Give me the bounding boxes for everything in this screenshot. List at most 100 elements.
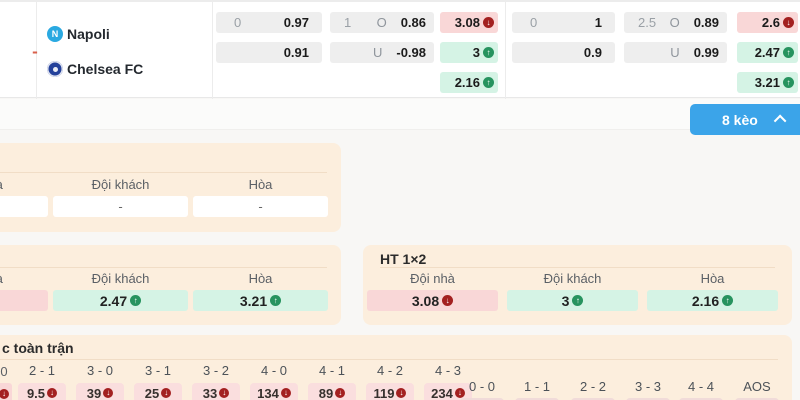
odds-value: 0.89 (693, 15, 719, 30)
odds-value: 134 (257, 385, 279, 400)
score-odds-cell[interactable]: 33 (192, 383, 240, 400)
trend-up-icon (270, 295, 282, 306)
cell-1x2-away-right[interactable]: 2.47 (737, 42, 798, 63)
panel-market-1: Đội nhà Đội khách Hòa - - - (0, 143, 341, 232)
score-odds-cell[interactable]: 89 (308, 383, 356, 400)
odds-value: 1 (594, 15, 602, 30)
score-odds-cell[interactable] (515, 398, 559, 400)
market2-draw-cell[interactable]: 3.21 (193, 290, 328, 311)
ht1x2-away-cell[interactable]: 3 (507, 290, 638, 311)
ht1x2-title: HT 1×2 (380, 251, 427, 267)
chevron-up-icon (773, 114, 787, 128)
score-odds-cell[interactable] (679, 398, 723, 400)
score-odds-cell[interactable] (571, 398, 615, 400)
trend-down-icon (483, 17, 494, 28)
cell-1x2-draw-right[interactable]: 3.21 (737, 72, 798, 93)
ht1x2-header-draw: Hòa (700, 271, 725, 286)
score-odds-cell[interactable] (460, 398, 504, 400)
market1-away-cell[interactable]: - (53, 196, 188, 217)
trend-down-icon (47, 388, 58, 398)
score-label: 4 - 3 (434, 363, 461, 378)
score-odds-cell[interactable]: 234 (424, 383, 472, 400)
cell-handicap-away-right[interactable]: 0.9 (512, 42, 615, 63)
cell-1x2-away-left[interactable]: 3 (440, 42, 498, 63)
divider (212, 2, 213, 100)
score-column: 4 - 4 (676, 379, 726, 400)
markets-toggle-button[interactable]: 8 kèo (690, 104, 800, 135)
panel-correct-score: c toàn trận 0 2 - 1 9.5 3 - 0 39 3 - 1 2 (0, 335, 792, 400)
score-column: 4 - 2 119 (362, 363, 418, 400)
score-column: 4 - 0 134 (246, 363, 302, 400)
score-label: 2 - 2 (579, 379, 606, 394)
market1-home-cell[interactable]: - (0, 196, 48, 217)
score-odds-cell[interactable] (626, 398, 670, 400)
divider (0, 359, 778, 360)
goal-line: 2.5 (638, 15, 657, 30)
trend-up-icon (483, 77, 494, 88)
ht1x2-draw-cell[interactable]: 2.16 (647, 290, 778, 311)
score-column: 0 - 0 (457, 379, 507, 400)
score-odds-cell[interactable]: 39 (76, 383, 124, 400)
chelsea-badge (47, 61, 63, 77)
cell-1x2-home-right[interactable]: 2.6 (737, 12, 798, 33)
market1-draw-cell[interactable]: - (193, 196, 328, 217)
odds-value: 25 (144, 385, 160, 400)
score-odds-cell[interactable]: 9.5 (18, 383, 66, 400)
ht1x2-header-away: Đội khách (543, 271, 602, 286)
market2-header-home: Đội nhà (0, 271, 48, 286)
odds-value: 0.99 (693, 45, 719, 60)
odds-value: 2.16 (454, 75, 480, 90)
odds-value: 39 (86, 385, 102, 400)
napoli-badge: N (47, 26, 63, 42)
score-label: 0 (0, 364, 8, 379)
score-label: 4 - 4 (687, 379, 714, 394)
market2-away-cell[interactable]: 2.47 (53, 290, 188, 311)
cell-handicap-away-left[interactable]: 0.91 (216, 42, 322, 63)
score-column: 4 - 3 234 (420, 363, 476, 400)
score-odds-cell[interactable] (0, 383, 12, 400)
band (0, 99, 800, 130)
score-odds-cell[interactable] (735, 398, 779, 400)
handicap-line: 0 (530, 15, 538, 30)
panel-ht-1x2: HT 1×2 Đội nhà Đội khách Hòa 3.08 3 2.16 (363, 245, 792, 325)
trend-up-icon (130, 295, 142, 306)
score-odds-cell[interactable]: 134 (250, 383, 298, 400)
ht1x2-home-cell[interactable]: 3.08 (367, 290, 498, 311)
market1-header-home: Đội nhà (0, 177, 48, 192)
cell-handicap-home-left[interactable]: 0 0.97 (216, 12, 322, 33)
odds-value: 3.21 (754, 75, 780, 90)
goal-line: 1 (344, 15, 352, 30)
score-odds-cell[interactable]: 25 (134, 383, 182, 400)
odds-value: 9.5 (26, 385, 46, 400)
score-odds-cell[interactable]: 119 (366, 383, 414, 400)
cell-1x2-draw-left[interactable]: 2.16 (440, 72, 498, 93)
score-label: 3 - 2 (202, 363, 229, 378)
market1-header-draw: Hòa (248, 177, 273, 192)
trend-up-icon (572, 295, 584, 306)
score-column: 3 - 2 33 (188, 363, 244, 400)
odds-value: 2.16 (691, 292, 720, 309)
team-name-home[interactable]: Napoli (67, 26, 110, 42)
market2-home-cell[interactable] (0, 290, 48, 311)
cell-under-right[interactable]: U 0.99 (624, 42, 727, 63)
under-label: U (670, 45, 680, 60)
cell-1x2-home-left[interactable]: 3.08 (440, 12, 498, 33)
odds-value: 2.47 (754, 45, 780, 60)
chelsea-badge-center (52, 66, 58, 72)
divider (0, 267, 327, 268)
divider (36, 2, 37, 100)
handicap-line: 0 (234, 15, 242, 30)
score-column: 4 - 1 89 (304, 363, 360, 400)
odds-value: 2.6 (761, 15, 780, 30)
cell-under-left[interactable]: U -0.98 (330, 42, 434, 63)
divider (380, 267, 775, 268)
collapse-match-toggle[interactable]: - (32, 42, 38, 61)
odds-value: 2.47 (99, 292, 128, 309)
score-label: 4 - 0 (260, 363, 287, 378)
cell-over-left[interactable]: 1 O 0.86 (330, 12, 434, 33)
team-name-away[interactable]: Chelsea FC (67, 61, 144, 77)
odds-value: 234 (431, 385, 453, 400)
cell-over-right[interactable]: 2.5 O 0.89 (624, 12, 727, 33)
cell-handicap-home-right[interactable]: 0 1 (512, 12, 615, 33)
